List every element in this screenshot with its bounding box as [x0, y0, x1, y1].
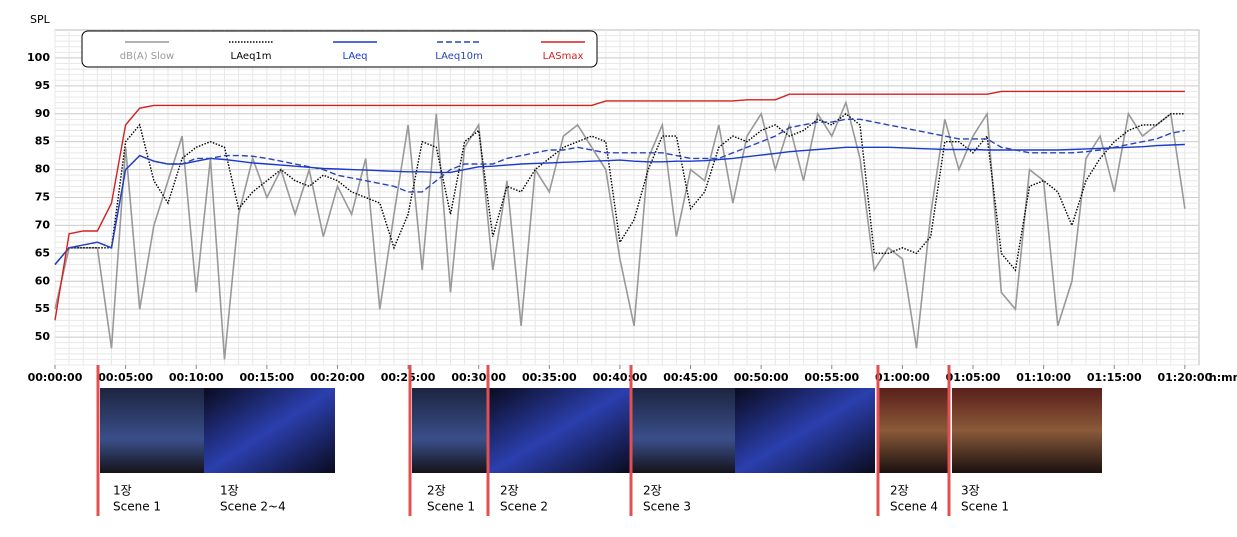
x-tick-label: 00:40:00 — [593, 371, 648, 384]
legend-label: dB(A) Slow — [120, 51, 174, 62]
scene-act: 1장 — [220, 484, 239, 498]
scene-thumbnail — [488, 388, 630, 473]
scene-name: Scene 2~4 — [220, 500, 286, 514]
legend-label: LAeq10m — [435, 51, 482, 62]
legend-box — [81, 30, 598, 68]
series-line — [54, 118, 1186, 265]
x-tick-label: 01:00:00 — [875, 371, 930, 384]
y-tick-label: 65 — [35, 246, 50, 259]
series-line — [54, 143, 1185, 265]
y-tick-label: 100 — [27, 51, 50, 64]
y-tick-label: 75 — [35, 191, 50, 204]
scene-name: Scene 1 — [113, 500, 161, 514]
scene-act: 2장 — [643, 484, 662, 498]
scene-thumbnail — [204, 388, 335, 473]
scene-act: 2장 — [500, 484, 519, 498]
y-tick-label: 60 — [35, 274, 51, 287]
scene-act: 2장 — [427, 484, 446, 498]
y-axis-label: SPL — [30, 13, 51, 26]
x-tick-label: 00:30:00 — [451, 371, 506, 384]
x-tick-label: 00:15:00 — [239, 371, 294, 384]
legend-label: LASmax — [543, 51, 584, 62]
scene-marker — [486, 365, 490, 516]
x-tick-label: 00:50:00 — [734, 371, 789, 384]
scene-name: Scene 1 — [961, 500, 1009, 514]
scene-marker — [947, 365, 951, 516]
x-tick-label: 00:00:00 — [28, 371, 83, 384]
scene-name: Scene 4 — [890, 500, 938, 514]
scene-marker — [96, 365, 100, 516]
y-tick-label: 85 — [35, 135, 50, 148]
scene-marker — [408, 365, 412, 516]
y-tick-label: 95 — [35, 79, 50, 92]
x-tick-label: 01:20:00 — [1158, 371, 1213, 384]
scene-thumbnail — [100, 388, 204, 473]
scene-name: Scene 2 — [500, 500, 548, 514]
y-tick-label: 50 — [35, 330, 51, 343]
scene-thumbnail — [735, 388, 875, 473]
x-tick-label: 01:05:00 — [946, 371, 1001, 384]
scene-name: Scene 1 — [427, 500, 475, 514]
x-axis-label: h:mm — [1209, 371, 1237, 384]
scene-act: 3장 — [961, 484, 980, 498]
y-tick-label: 90 — [35, 107, 51, 120]
scene-act: 1장 — [113, 484, 132, 498]
scene-thumbnail — [632, 388, 735, 473]
x-tick-label: 01:15:00 — [1087, 371, 1142, 384]
scene-marker — [629, 365, 633, 516]
y-tick-label: 55 — [35, 302, 50, 315]
y-tick-label: 70 — [35, 218, 51, 231]
x-tick-label: 00:10:00 — [169, 371, 224, 384]
x-tick-label: 00:05:00 — [98, 371, 153, 384]
y-tick-label: 80 — [35, 163, 51, 176]
scene-thumbnail — [412, 388, 487, 473]
x-tick-label: 00:25:00 — [381, 371, 436, 384]
legend-label: LAeq1m — [230, 51, 271, 62]
series-line — [54, 100, 1186, 360]
x-tick-label: 00:20:00 — [310, 371, 365, 384]
series-line — [54, 90, 1185, 321]
legend-label: LAeq — [343, 51, 368, 62]
scene-name: Scene 3 — [643, 500, 691, 514]
x-tick-label: 00:55:00 — [804, 371, 859, 384]
scene-thumbnail — [952, 388, 1102, 473]
scene-thumbnail — [878, 388, 950, 473]
x-tick-label: 00:45:00 — [663, 371, 718, 384]
x-tick-label: 01:10:00 — [1016, 371, 1071, 384]
scene-act: 2장 — [890, 484, 909, 498]
scene-marker — [876, 365, 880, 516]
x-tick-label: 00:35:00 — [522, 371, 577, 384]
